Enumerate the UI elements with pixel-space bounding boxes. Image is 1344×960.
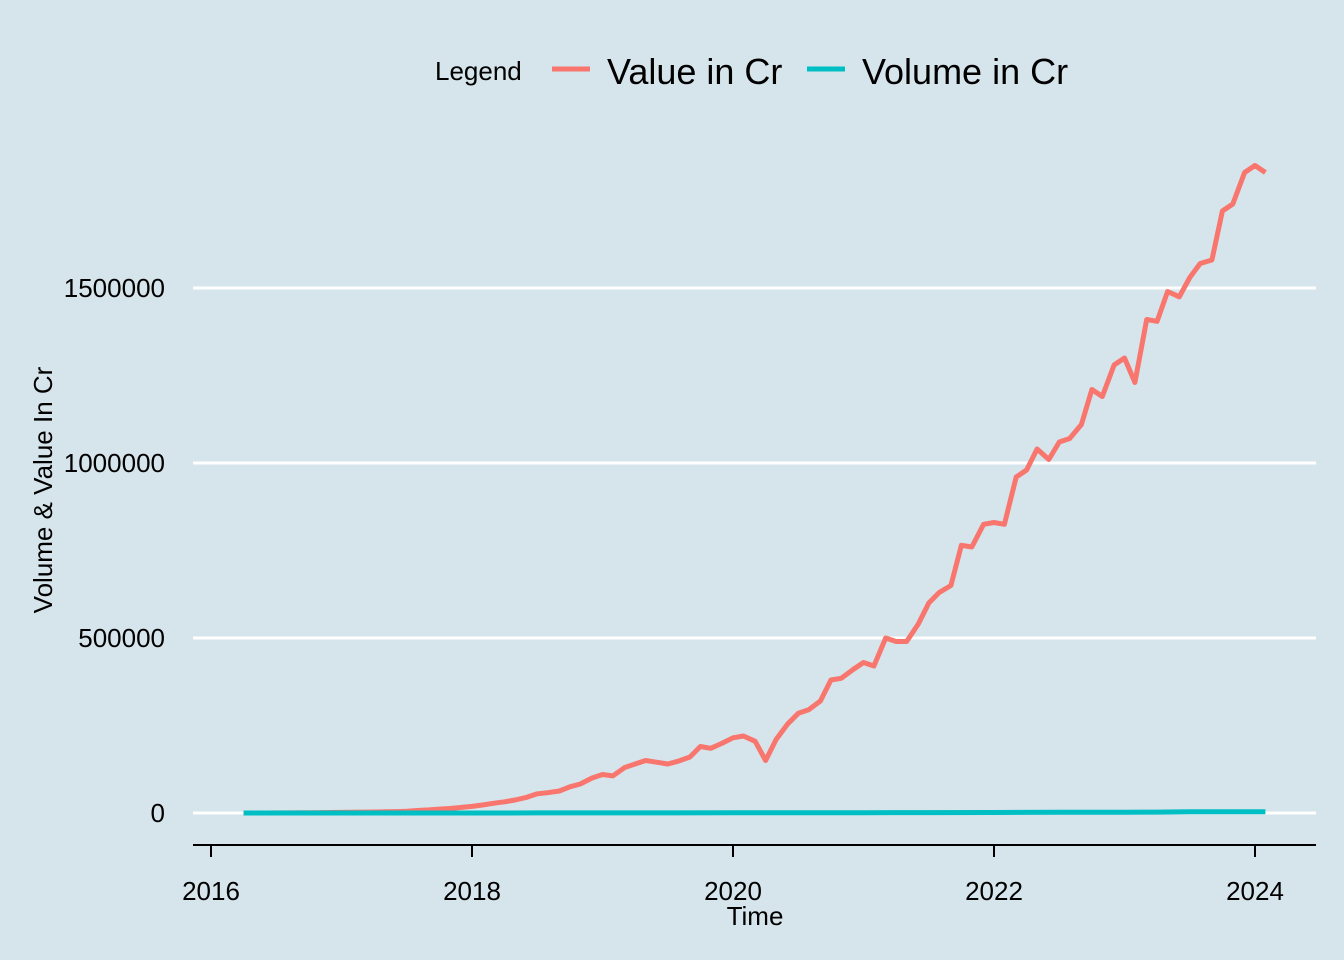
y-tick-label: 0 bbox=[151, 798, 165, 828]
series-lines bbox=[243, 163, 1267, 816]
x-tick-label: 2018 bbox=[443, 876, 501, 906]
legend-label-value: Value in Cr bbox=[607, 51, 782, 92]
x-tick-label: 2024 bbox=[1226, 876, 1284, 906]
legend-label-volume: Volume in Cr bbox=[862, 51, 1068, 92]
x-tick-label: 2020 bbox=[704, 876, 762, 906]
axes: 0 500000 1000000 1500000 2016 2018 2020 2022 202… bbox=[64, 273, 1316, 906]
x-tick-label: 2016 bbox=[182, 876, 240, 906]
legend-title: Legend bbox=[435, 56, 522, 86]
x-tick-label: 2022 bbox=[965, 876, 1023, 906]
legend: Legend Value in Cr Volume in Cr bbox=[435, 51, 1068, 92]
y-tick-label: 1500000 bbox=[64, 273, 165, 303]
y-tick-label: 1000000 bbox=[64, 448, 165, 478]
series-line-volume bbox=[243, 809, 1266, 816]
y-axis-title: Volume & Value In Cr bbox=[28, 366, 58, 613]
y-tick-label: 500000 bbox=[78, 623, 165, 653]
x-axis-title: Time bbox=[727, 901, 784, 931]
